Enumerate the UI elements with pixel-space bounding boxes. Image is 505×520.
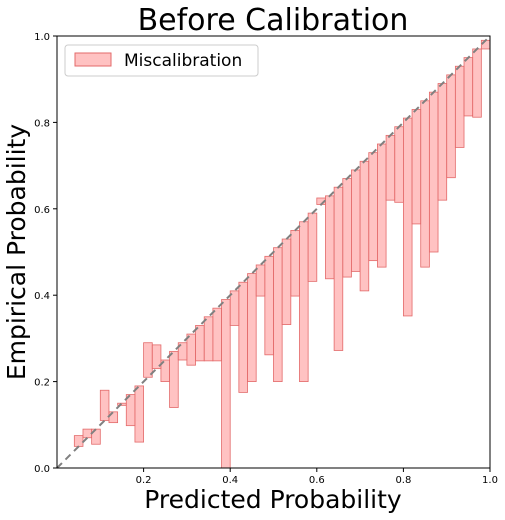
x-tick-label: 1.0	[482, 475, 498, 486]
miscalibration-bar	[385, 134, 396, 201]
bars-layer	[73, 39, 491, 469]
miscalibration-bar	[186, 333, 196, 366]
miscalibration-bar	[437, 83, 448, 201]
miscalibration-bar	[299, 221, 309, 382]
miscalibration-bar	[402, 117, 413, 317]
miscalibration-bar	[377, 143, 387, 268]
miscalibration-bar	[307, 212, 318, 282]
miscalibration-bar	[368, 152, 378, 262]
legend-box	[64, 44, 259, 77]
perfect-calibration-line	[56, 35, 491, 469]
y-axis-label: Empirical Probability	[2, 124, 31, 381]
x-tick-label: 0.8	[395, 475, 411, 486]
miscalibration-bar	[428, 91, 439, 253]
miscalibration-bar	[325, 195, 335, 280]
miscalibration-bar	[229, 290, 240, 326]
y-tick-label: 0.8	[34, 118, 50, 129]
y-tick-label: 0.4	[34, 291, 50, 302]
miscalibration-bar	[420, 100, 430, 268]
y-axis-ticks: 0.0 0.2 0.4 0.6 0.8 1.0	[34, 32, 57, 475]
miscalibration-bar	[212, 307, 222, 362]
y-tick-label: 0.2	[34, 378, 50, 389]
miscalibration-bar	[151, 344, 162, 370]
miscalibration-bar	[351, 169, 361, 272]
miscalibration-bar	[446, 74, 456, 179]
miscalibration-bar	[273, 247, 283, 382]
miscalibration-bar	[221, 299, 231, 469]
miscalibration-bar	[463, 57, 474, 117]
miscalibration-bar	[238, 281, 248, 393]
miscalibration-bar	[264, 255, 274, 356]
miscalibration-bar	[134, 385, 145, 443]
x-tick-label: 0.2	[136, 475, 152, 486]
x-axis-label: Predicted Probability	[144, 485, 402, 514]
x-axis-ticks: 0.2 0.4 0.6 0.8 1.0	[136, 468, 498, 486]
miscalibration-bar	[290, 229, 300, 297]
miscalibration-bar	[125, 394, 136, 427]
legend: Miscalibration	[64, 44, 259, 77]
miscalibration-bar	[333, 186, 344, 351]
miscalibration-bar	[203, 316, 214, 362]
y-tick-label: 1.0	[34, 32, 50, 43]
miscalibration-bar	[411, 109, 422, 225]
plot-frame	[56, 35, 491, 469]
miscalibration-bar	[342, 178, 352, 278]
miscalibration-bar	[255, 264, 266, 297]
miscalibration-bar	[281, 238, 292, 325]
x-tick-label: 0.6	[309, 475, 325, 486]
y-tick-label: 0.6	[34, 205, 50, 216]
miscalibration-bar	[359, 160, 370, 292]
miscalibration-bar	[91, 428, 101, 445]
chart-title: Before Calibration	[138, 3, 409, 38]
miscalibration-bar	[394, 126, 404, 203]
y-tick-label: 0.0	[34, 464, 50, 475]
miscalibration-bar	[99, 389, 110, 421]
x-tick-label: 0.4	[222, 475, 238, 486]
miscalibration-bar	[143, 342, 153, 378]
miscalibration-bar	[169, 350, 179, 408]
miscalibration-bar	[247, 273, 257, 383]
miscalibration-bar	[73, 435, 84, 447]
miscalibration-bar	[454, 65, 465, 148]
legend-swatch-miscalibration	[74, 52, 112, 67]
legend-label-miscalibration: Miscalibration	[124, 51, 242, 71]
miscalibration-bar	[195, 325, 205, 362]
miscalibration-bar	[472, 48, 482, 118]
